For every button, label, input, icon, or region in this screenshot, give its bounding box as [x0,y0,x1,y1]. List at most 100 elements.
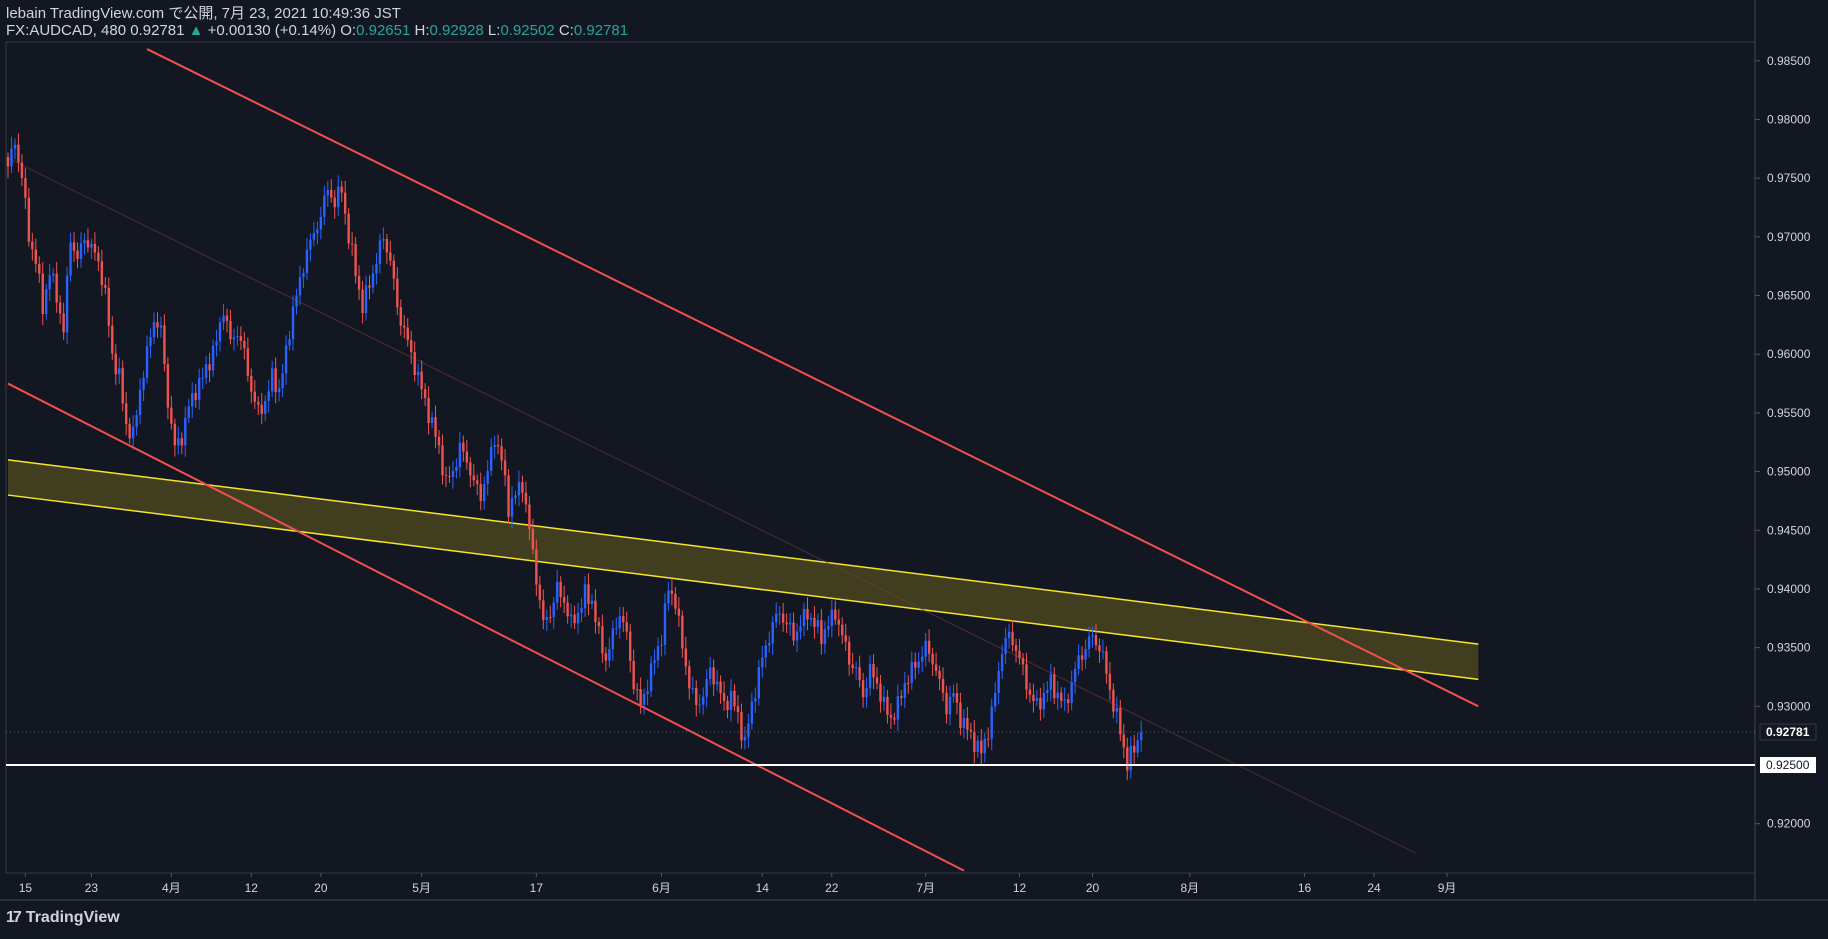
logo-text: TradingView [25,909,120,926]
y-tick-label: 0.95000 [1767,465,1811,479]
candle-body [747,723,750,737]
candle-body [827,625,830,630]
candle-body [48,275,51,290]
candle-body [997,671,1000,693]
candle-body [576,612,580,624]
candle-body [86,240,90,248]
candle-body [681,615,684,649]
candle-body [333,197,336,208]
candle-body [660,644,663,647]
candle-body [187,406,190,418]
candle-body [663,603,667,645]
candle-body [858,667,861,681]
candle-body [834,609,837,620]
candle-body [712,667,715,685]
candle-body [987,738,990,740]
tradingview-logo[interactable]: 17 TradingView [6,909,120,927]
candle-body [319,216,323,230]
candle-body [990,706,993,739]
up-arrow-icon: ▲ [188,22,204,39]
low-label: L: [487,22,501,39]
candle-body [389,252,392,261]
y-tick-label: 0.98000 [1767,112,1811,126]
candle-body [177,438,180,446]
plot-frame [5,41,1756,874]
candle-body [479,484,482,502]
candle-body [590,600,594,604]
candle-body [225,315,229,321]
candle-body [41,273,44,315]
candle-body [253,391,256,402]
y-tick-label: 0.92000 [1767,817,1811,831]
candle-body [875,677,879,684]
open-value: 0.92651 [356,22,411,39]
candle-body [118,368,121,375]
candle-body [208,364,211,371]
candle-body [1070,682,1073,703]
candle-body [451,471,455,478]
candle-body [1018,650,1021,659]
candle-body [1139,732,1143,741]
candle-body [462,442,465,452]
candle-body [632,660,635,690]
candle-body [941,678,945,693]
x-tick-label: 9月 [1438,881,1457,895]
candle-body [448,476,451,478]
candle-body [1087,636,1091,650]
candle-body [1073,668,1077,683]
candle-body [410,340,413,353]
candle-body [1122,734,1125,748]
candle-body [343,192,347,214]
candle-body [489,446,493,471]
candle-body [587,584,590,604]
candle-body [65,275,69,333]
candle-body [521,482,524,493]
y-tick-label: 0.93500 [1767,641,1811,655]
candle-body [583,584,587,609]
candle-body [774,613,778,623]
candle-body [371,273,375,288]
x-tick-label: 24 [1367,881,1381,895]
candle-body [316,229,319,234]
candle-body [31,241,34,250]
candle-body [517,482,521,496]
candle-body [820,620,823,644]
candle-body [914,661,917,668]
candle-body [649,663,653,692]
candle-body [924,640,927,657]
candle-body [691,688,694,690]
candle-body [569,614,573,617]
candle-body [507,475,510,517]
candle-body [955,693,959,703]
candle-body [698,704,701,706]
candle-body [1080,655,1084,660]
y-tick-label: 0.94000 [1767,582,1811,596]
candle-body [920,656,924,662]
x-tick-label: 15 [19,881,33,895]
candle-body [10,148,13,167]
candle-body [399,307,402,326]
candle-body [427,397,430,424]
x-tick-label: 20 [314,881,328,895]
candle-body [1000,654,1004,672]
y-tick-label: 0.97000 [1767,230,1811,244]
candle-body [434,417,437,437]
candle-body [465,451,469,463]
candle-body [166,364,170,408]
candle-body [309,239,312,250]
candle-body [806,608,809,620]
candle-body [903,683,907,698]
upper-channel-line [146,48,1479,708]
candle-body [368,285,371,288]
candle-body [267,391,270,401]
candle-body [1028,689,1032,695]
candle-body [872,663,875,678]
candle-body [809,617,813,620]
candle-body [917,661,920,668]
candle-body [622,616,625,623]
high-label: H: [414,22,430,39]
candle-body [1021,658,1025,665]
candle-body [330,189,333,198]
candle-body [357,276,361,290]
